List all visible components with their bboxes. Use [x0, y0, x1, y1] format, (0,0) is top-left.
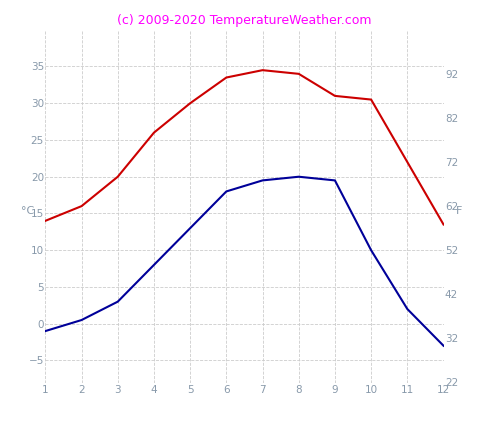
Y-axis label: °C: °C [21, 206, 34, 216]
Title: (c) 2009-2020 TemperatureWeather.com: (c) 2009-2020 TemperatureWeather.com [117, 14, 371, 27]
Y-axis label: F: F [456, 206, 463, 216]
